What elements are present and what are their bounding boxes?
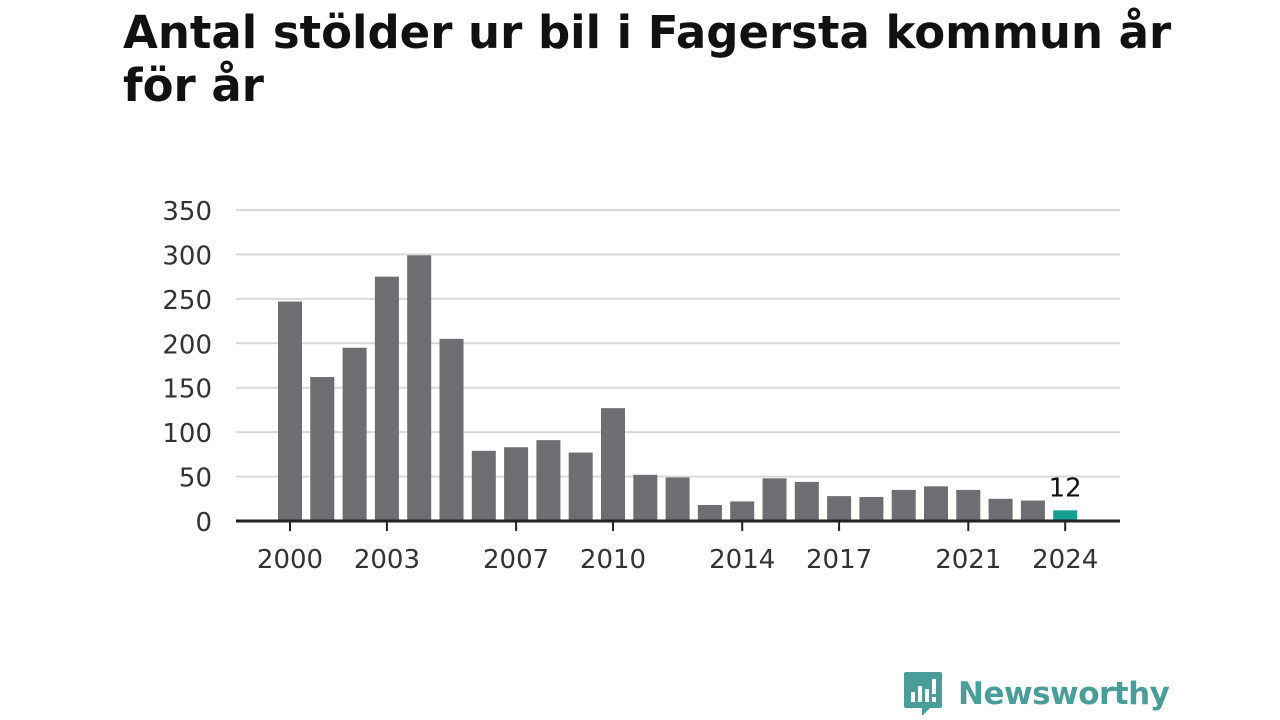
bar-2003 bbox=[374, 276, 399, 521]
bar-2017 bbox=[827, 496, 852, 521]
bar-2009 bbox=[568, 452, 593, 521]
bar-2018 bbox=[859, 497, 884, 521]
bar-2020 bbox=[924, 486, 948, 521]
x-tick-label-2003: 2003 bbox=[354, 545, 420, 575]
grid-lines bbox=[236, 209, 1120, 478]
bar-2008 bbox=[536, 440, 561, 521]
y-tick-label-0: 0 bbox=[195, 508, 212, 538]
bar-2021 bbox=[956, 489, 981, 521]
y-tick-label-250: 250 bbox=[162, 286, 212, 316]
y-tick-label-200: 200 bbox=[162, 330, 212, 360]
chart-title: Antal stölder ur bil i Fagersta kommun å… bbox=[123, 6, 1172, 112]
bar-2014 bbox=[730, 501, 755, 521]
x-tick-label-2010: 2010 bbox=[580, 545, 646, 575]
bar-2024 bbox=[1053, 510, 1078, 521]
bar-2007 bbox=[504, 447, 529, 521]
y-tick-label-150: 150 bbox=[162, 375, 212, 405]
bar-2002 bbox=[342, 347, 367, 521]
bar-2016 bbox=[794, 481, 819, 521]
bar-2022 bbox=[988, 498, 1013, 521]
x-tick-label-2014: 2014 bbox=[709, 545, 775, 575]
y-axis-tick-labels: 0 50 100 150 200 250 300 350 bbox=[162, 197, 212, 538]
x-tick-label-2000: 2000 bbox=[257, 545, 323, 575]
bar-2005 bbox=[439, 338, 464, 521]
bar-2012 bbox=[665, 477, 690, 521]
x-tick-label-2021: 2021 bbox=[935, 545, 1001, 575]
bars bbox=[278, 255, 1078, 521]
bar-2001 bbox=[310, 377, 335, 521]
bar-2011 bbox=[633, 474, 658, 521]
bar-2010 bbox=[601, 408, 625, 521]
y-tick-label-100: 100 bbox=[162, 419, 212, 449]
bar-2019 bbox=[891, 489, 916, 521]
bar-2015 bbox=[762, 478, 787, 521]
newsworthy-brand: Newsworthy bbox=[902, 670, 1170, 718]
newsworthy-logo-icon bbox=[904, 672, 942, 716]
x-tick-label-2007: 2007 bbox=[483, 545, 549, 575]
x-tick-label-2017: 2017 bbox=[806, 545, 872, 575]
y-tick-label-50: 50 bbox=[179, 464, 212, 494]
bar-2006 bbox=[471, 450, 496, 521]
bar-2013 bbox=[697, 505, 722, 521]
x-tick-label-2024: 2024 bbox=[1032, 545, 1098, 575]
x-axis-tick-labels: 2000 2003 2007 2010 2014 2017 2021 2024 bbox=[257, 545, 1098, 575]
data-label-2024: 12 bbox=[1049, 473, 1082, 503]
bar-2004 bbox=[407, 255, 432, 521]
bar-2023 bbox=[1020, 500, 1045, 521]
y-tick-label-300: 300 bbox=[162, 241, 212, 271]
data-labels: 12 bbox=[1049, 473, 1082, 503]
y-tick-label-350: 350 bbox=[162, 197, 212, 227]
bar-2000 bbox=[278, 301, 302, 521]
x-axis bbox=[236, 519, 1120, 531]
brand-name: Newsworthy bbox=[958, 676, 1170, 712]
